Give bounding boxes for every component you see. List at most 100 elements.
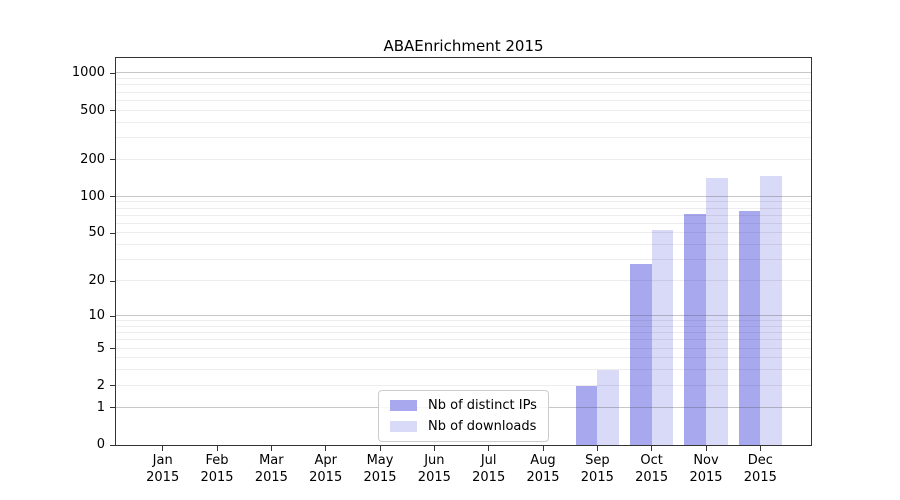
minor-gridline-800: [116, 84, 811, 86]
y-tick-label-0: 0: [96, 437, 105, 452]
chart-title: ABAEnrichment 2015: [383, 37, 544, 55]
plot-area: Nb of distinct IPs Nb of downloads: [115, 57, 812, 446]
x-tick-month-dec: Dec: [747, 453, 773, 468]
x-tick-oct: [651, 446, 653, 451]
minor-gridline-7: [116, 332, 811, 334]
minor-gridline-40: [116, 244, 811, 246]
x-tick-jul: [488, 446, 490, 451]
gridlines-layer: [116, 58, 811, 445]
x-tick-jan: [162, 446, 164, 451]
x-tick-mar: [270, 446, 272, 451]
legend-entry-distinct-ips: Nb of distinct IPs: [390, 397, 537, 414]
x-tick-year-mar: 2015: [254, 470, 288, 485]
bar-distinct-ips-dec: [738, 211, 761, 445]
x-tick-label-oct: Oct 2015: [620, 452, 684, 486]
minor-gridline-400: [116, 121, 811, 123]
x-tick-month-nov: Nov: [693, 453, 719, 468]
x-tick-label-dec: Dec 2015: [728, 452, 792, 486]
x-tick-label-may: May 2015: [348, 452, 412, 486]
minor-gridline-5: [116, 347, 811, 349]
legend-swatch-distinct-ips: [390, 400, 417, 411]
x-tick-label-sep: Sep 2015: [565, 452, 629, 486]
x-tick-month-feb: Feb: [205, 453, 229, 468]
x-tick-year-nov: 2015: [689, 470, 723, 485]
y-tick-label-200: 200: [80, 151, 105, 167]
legend-entry-downloads: Nb of downloads: [390, 418, 537, 435]
y-tick-label-20: 20: [88, 273, 105, 289]
y-tick-label-10: 10: [88, 308, 105, 323]
x-tick-month-sep: Sep: [585, 453, 610, 468]
x-tick-dec: [759, 446, 761, 451]
x-tick-label-feb: Feb 2015: [185, 452, 249, 486]
bars-layer: [116, 58, 811, 445]
minor-gridline-3: [116, 369, 811, 371]
x-tick-year-dec: 2015: [743, 470, 777, 485]
minor-gridline-60: [116, 222, 811, 224]
legend-label-downloads: Nb of downloads: [428, 419, 537, 434]
x-tick-month-apr: Apr: [314, 453, 337, 468]
bar-downloads-nov: [706, 178, 728, 445]
y-tick-label-1: 1: [96, 399, 105, 415]
y-tick-label-500: 500: [80, 102, 105, 118]
x-tick-month-may: May: [366, 453, 394, 468]
major-gridline-10: [116, 315, 811, 316]
x-tick-label-jul: Jul 2015: [457, 452, 521, 486]
bar-downloads-oct: [651, 230, 674, 445]
x-tick-label-apr: Apr 2015: [294, 452, 358, 486]
minor-gridline-200: [116, 158, 811, 160]
x-tick-year-aug: 2015: [526, 470, 560, 485]
x-tick-month-jun: Jun: [424, 453, 445, 468]
x-tick-month-oct: Oct: [640, 453, 663, 468]
bar-distinct-ips-sep: [575, 385, 598, 445]
major-gridline-1000: [116, 72, 811, 74]
x-tick-sep: [596, 446, 598, 451]
x-tick-year-jan: 2015: [146, 470, 180, 485]
minor-gridline-300: [116, 136, 811, 138]
minor-gridline-9: [116, 320, 811, 322]
y-tick-label-100: 100: [80, 188, 105, 204]
x-tick-month-jan: Jan: [152, 453, 173, 468]
minor-gridline-8: [116, 325, 811, 327]
y-tick-label-2: 2: [96, 377, 105, 393]
x-tick-aug: [542, 446, 544, 451]
minor-gridline-6: [116, 339, 811, 341]
x-tick-month-mar: Mar: [259, 453, 284, 468]
minor-gridline-80: [116, 207, 811, 209]
minor-gridline-4: [116, 357, 811, 359]
minor-gridline-50: [116, 232, 811, 234]
x-tick-jun: [433, 446, 435, 451]
legend-label-distinct-ips: Nb of distinct IPs: [428, 398, 537, 413]
x-tick-nov: [705, 446, 707, 451]
legend: Nb of distinct IPs Nb of downloads: [378, 390, 549, 442]
x-tick-year-sep: 2015: [580, 470, 614, 485]
x-tick-year-oct: 2015: [635, 470, 669, 485]
x-tick-label-mar: Mar 2015: [239, 452, 303, 486]
x-tick-year-jul: 2015: [472, 470, 506, 485]
x-tick-may: [379, 446, 381, 451]
bar-downloads-sep: [597, 370, 620, 445]
x-tick-month-aug: Aug: [530, 453, 556, 468]
x-tick-year-may: 2015: [363, 470, 397, 485]
x-tick-year-apr: 2015: [309, 470, 343, 485]
minor-gridline-500: [116, 109, 811, 111]
y-tick-label-5: 5: [96, 340, 105, 356]
minor-gridline-600: [116, 99, 811, 101]
minor-gridline-90: [116, 201, 811, 203]
x-tick-apr: [325, 446, 327, 451]
minor-gridline-20: [116, 280, 811, 282]
minor-gridline-700: [116, 91, 811, 93]
bar-distinct-ips-oct: [629, 263, 652, 445]
legend-swatch-downloads: [390, 421, 417, 432]
x-tick-label-nov: Nov 2015: [674, 452, 738, 486]
minor-gridline-900: [116, 78, 811, 79]
x-tick-feb: [216, 446, 218, 451]
minor-gridline-70: [116, 214, 811, 216]
y-tick-label-1000: 1000: [71, 65, 105, 81]
x-tick-year-feb: 2015: [200, 470, 234, 485]
bar-downloads-dec: [760, 176, 783, 445]
x-tick-month-jul: Jul: [480, 453, 497, 468]
y-tick-label-50: 50: [88, 225, 105, 241]
x-tick-year-jun: 2015: [417, 470, 451, 485]
minor-gridline-2: [116, 384, 811, 386]
